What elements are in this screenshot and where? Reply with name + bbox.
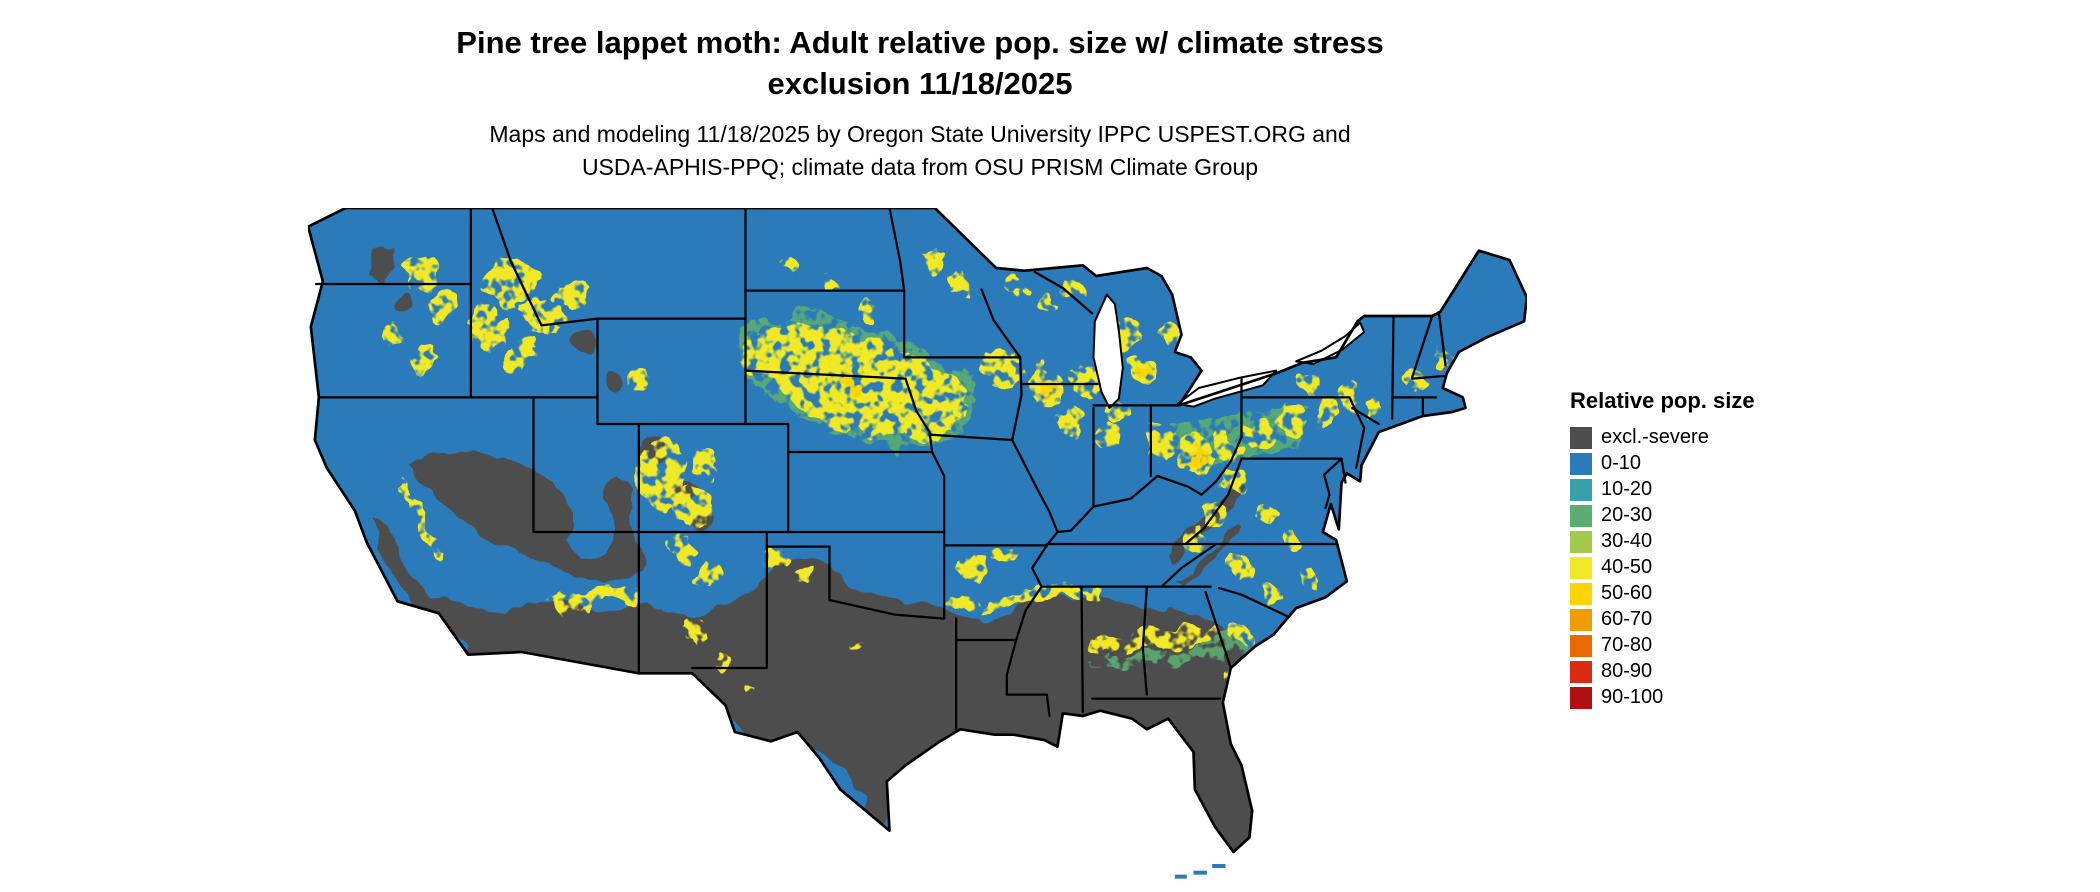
legend-label: 50-60 bbox=[1601, 582, 1653, 604]
legend-label: 90-100 bbox=[1601, 686, 1664, 708]
page-title-line1: Pine tree lappet moth: Adult relative po… bbox=[456, 25, 1384, 60]
legend-item: 50-60 bbox=[1570, 581, 1755, 606]
legend-label: 0-10 bbox=[1601, 452, 1642, 474]
attribution-line2: USDA-APHIS-PPQ; climate data from OSU PR… bbox=[581, 154, 1259, 180]
legend-label: 20-30 bbox=[1601, 504, 1653, 526]
legend-label: excl.-severe bbox=[1601, 426, 1709, 448]
legend-item: 70-80 bbox=[1570, 633, 1755, 658]
lake-michigan bbox=[1092, 293, 1124, 409]
page-title-line2: exclusion 11/18/2025 bbox=[767, 66, 1073, 101]
us-outline bbox=[308, 208, 1527, 854]
legend-swatch-20-30 bbox=[1570, 504, 1592, 527]
attribution-line1: Maps and modeling 11/18/2025 by Oregon S… bbox=[489, 121, 1351, 147]
legend-swatch-80-90 bbox=[1570, 660, 1592, 683]
legend-swatch-60-70 bbox=[1570, 608, 1592, 631]
legend-label: 10-20 bbox=[1601, 478, 1653, 500]
legend-swatch-50-60 bbox=[1570, 582, 1592, 605]
legend-swatch-30-40 bbox=[1570, 530, 1592, 553]
florida-keys bbox=[1174, 864, 1226, 879]
state-borders bbox=[315, 208, 1447, 731]
lake-ontario bbox=[1295, 321, 1366, 365]
legend-swatch-90-100 bbox=[1570, 686, 1592, 709]
legend-item: 40-50 bbox=[1570, 555, 1755, 580]
legend-swatch-excl-severe bbox=[1570, 426, 1592, 449]
base-suitability-layer bbox=[308, 208, 1527, 852]
legend-item: 20-30 bbox=[1570, 503, 1755, 528]
legend-item: 30-40 bbox=[1570, 529, 1755, 554]
legend-swatch-0-10 bbox=[1570, 452, 1592, 475]
legend-swatch-40-50 bbox=[1570, 556, 1592, 579]
legend-item: 0-10 bbox=[1570, 451, 1755, 476]
page-title: Pine tree lappet moth: Adult relative po… bbox=[320, 22, 1520, 104]
figure-header: Pine tree lappet moth: Adult relative po… bbox=[320, 22, 1520, 184]
us-population-map bbox=[308, 208, 1527, 879]
legend-swatch-10-20 bbox=[1570, 478, 1592, 501]
legend-item: 80-90 bbox=[1570, 659, 1755, 684]
legend-label: 80-90 bbox=[1601, 660, 1653, 682]
legend-item: 10-20 bbox=[1570, 477, 1755, 502]
attribution-subtitle: Maps and modeling 11/18/2025 by Oregon S… bbox=[320, 118, 1520, 184]
legend-swatch-70-80 bbox=[1570, 634, 1592, 657]
legend-item: 90-100 bbox=[1570, 685, 1755, 710]
legend-label: 60-70 bbox=[1601, 608, 1653, 630]
legend-label: 30-40 bbox=[1601, 530, 1653, 552]
legend: Relative pop. size excl.-severe 0-10 10-… bbox=[1570, 388, 1755, 711]
legend-title: Relative pop. size bbox=[1570, 388, 1755, 413]
legend-label: 40-50 bbox=[1601, 556, 1653, 578]
legend-item: 60-70 bbox=[1570, 607, 1755, 632]
legend-label: 70-80 bbox=[1601, 634, 1653, 656]
legend-item: excl.-severe bbox=[1570, 425, 1755, 450]
